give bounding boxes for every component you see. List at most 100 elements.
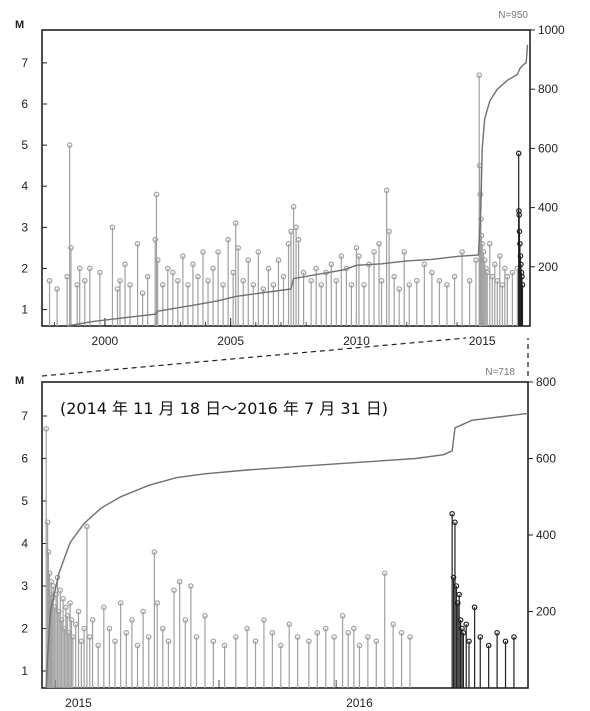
bottom-event-marker bbox=[65, 629, 72, 636]
top-event-marker bbox=[396, 286, 402, 292]
bottom-event-marker bbox=[233, 634, 239, 640]
top-event-marker bbox=[68, 245, 74, 251]
top-event-marker bbox=[401, 249, 408, 255]
bottom-event-marker bbox=[145, 634, 152, 640]
top-y-tick-label: 5 bbox=[21, 138, 28, 152]
bottom-event-marker bbox=[193, 634, 200, 640]
top-event-marker bbox=[164, 265, 171, 272]
bottom-event-marker bbox=[345, 629, 352, 636]
top-event-marker bbox=[81, 277, 88, 284]
top-y2-tick-label: 400 bbox=[538, 201, 558, 215]
top-event-marker bbox=[210, 265, 216, 272]
top-event-marker bbox=[280, 273, 287, 280]
bottom-event-marker bbox=[43, 425, 50, 432]
top-event-marker bbox=[333, 277, 340, 284]
bottom-event-marker bbox=[494, 629, 500, 636]
top-event-marker bbox=[515, 150, 522, 157]
zoom-connector-left bbox=[41, 337, 467, 377]
bottom-event-marker bbox=[86, 634, 93, 640]
bottom-y2-tick-label: 800 bbox=[536, 375, 556, 389]
bottom-event-marker bbox=[182, 617, 189, 623]
top-x-tick-label: 2010 bbox=[343, 334, 370, 348]
bottom-event-marker bbox=[463, 621, 469, 628]
top-event-marker bbox=[117, 277, 123, 284]
bottom-event-marker bbox=[154, 600, 160, 606]
top-event-marker bbox=[195, 273, 201, 280]
bottom-event-marker bbox=[331, 634, 337, 640]
bottom-y-tick-label: 1 bbox=[21, 664, 28, 678]
bottom-event-marker bbox=[381, 570, 388, 577]
bottom-event-marker bbox=[60, 595, 66, 602]
top-event-marker bbox=[383, 187, 390, 194]
top-event-marker bbox=[391, 273, 397, 280]
top-event-marker bbox=[353, 245, 360, 251]
top-event-marker bbox=[127, 282, 133, 288]
bottom-event-marker bbox=[450, 574, 457, 581]
top-event-marker bbox=[313, 265, 319, 272]
bottom-event-marker bbox=[261, 617, 267, 623]
top-event-marker bbox=[318, 282, 325, 288]
top-event-marker bbox=[451, 273, 458, 280]
top-y2-tick-label: 800 bbox=[538, 82, 558, 96]
top-event-marker bbox=[466, 277, 473, 284]
top-event-marker bbox=[185, 282, 191, 288]
bottom-event-marker bbox=[89, 617, 96, 623]
top-event-marker bbox=[159, 282, 166, 288]
bottom-event-marker bbox=[134, 642, 141, 649]
top-event-marker bbox=[459, 249, 465, 255]
bottom-event-marker bbox=[117, 600, 124, 606]
top-y-tick-label: 7 bbox=[21, 56, 28, 70]
top-event-marker bbox=[517, 240, 523, 247]
top-y2-tick-label: 200 bbox=[538, 260, 558, 274]
bottom-y-tick-label: 2 bbox=[21, 622, 28, 636]
top-event-marker bbox=[240, 277, 247, 284]
top-event-marker bbox=[378, 277, 385, 284]
top-event-marker bbox=[154, 257, 161, 264]
bottom-event-marker bbox=[61, 625, 68, 632]
top-event-marker bbox=[348, 282, 355, 288]
top-event-marker bbox=[516, 212, 522, 218]
top-event-marker bbox=[153, 191, 160, 198]
top-event-marker bbox=[516, 228, 523, 235]
top-x-tick-label: 2000 bbox=[92, 334, 119, 348]
top-event-marker bbox=[66, 142, 73, 148]
bottom-event-marker bbox=[106, 625, 113, 632]
top-event-marker bbox=[139, 290, 146, 296]
top-event-marker bbox=[519, 273, 525, 280]
bottom-event-marker bbox=[286, 621, 293, 628]
top-event-marker bbox=[371, 249, 377, 255]
top-event-marker bbox=[436, 277, 443, 284]
bottom-event-marker bbox=[202, 612, 208, 619]
bottom-y2-tick-label: 200 bbox=[536, 605, 556, 619]
top-event-marker bbox=[260, 286, 267, 292]
bottom-event-marker bbox=[466, 638, 472, 645]
bottom-event-marker bbox=[453, 583, 460, 589]
bottom-event-marker bbox=[454, 600, 461, 606]
top-event-marker bbox=[293, 224, 299, 231]
top-event-marker bbox=[356, 253, 362, 259]
bottom-event-marker bbox=[356, 642, 363, 649]
bottom-y-axis-label: M bbox=[15, 375, 24, 387]
bottom-count-label: N=718 bbox=[485, 367, 515, 378]
bottom-y-tick-label: 3 bbox=[21, 579, 28, 593]
bottom-event-marker bbox=[51, 604, 58, 611]
bottom-y-tick-label: 6 bbox=[21, 452, 28, 466]
bottom-event-marker bbox=[294, 634, 301, 640]
bottom-event-marker bbox=[511, 634, 517, 640]
top-event-marker bbox=[295, 236, 302, 243]
top-event-marker bbox=[479, 240, 486, 247]
top-cumulative-count-line bbox=[67, 44, 529, 327]
bottom-event-marker bbox=[457, 617, 464, 623]
bottom-event-marker bbox=[322, 625, 329, 632]
top-event-marker bbox=[509, 269, 516, 276]
top-event-marker bbox=[215, 249, 221, 255]
bottom-event-marker bbox=[165, 638, 172, 645]
top-y-tick-label: 4 bbox=[21, 179, 28, 193]
bottom-event-marker bbox=[70, 634, 76, 640]
top-event-marker bbox=[386, 228, 392, 235]
top-event-marker bbox=[491, 261, 498, 268]
top-x-tick-label: 2005 bbox=[217, 334, 244, 348]
bottom-event-marker bbox=[407, 634, 413, 640]
top-event-marker bbox=[245, 257, 252, 264]
